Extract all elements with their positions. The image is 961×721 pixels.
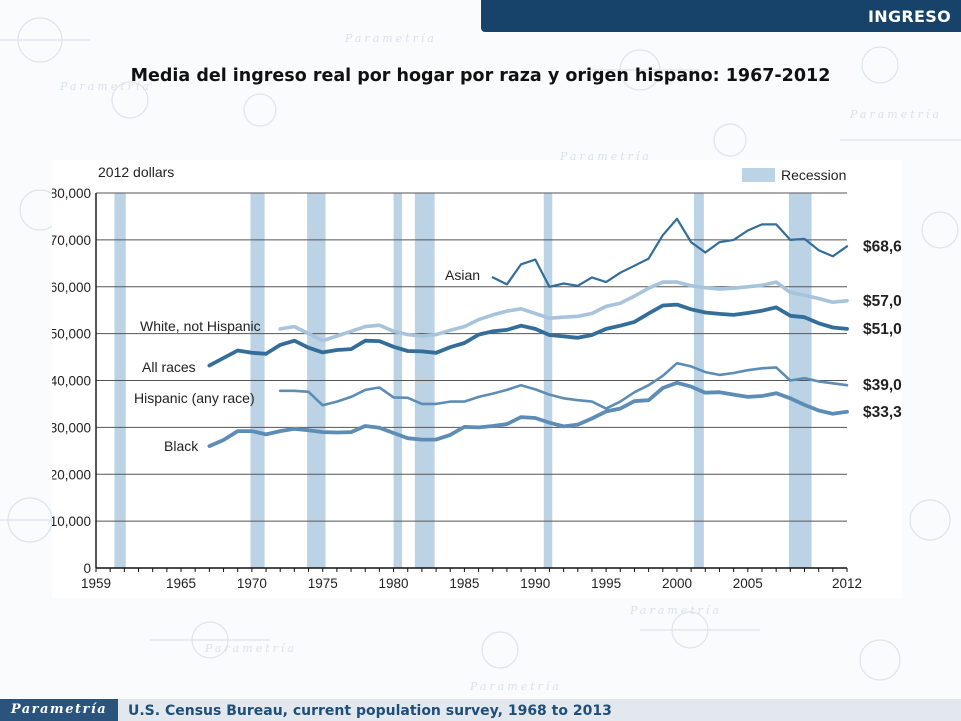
footer-source: U.S. Census Bureau, current population s…	[128, 703, 612, 719]
series-line-1	[278, 280, 849, 343]
series-line-0	[491, 217, 849, 288]
x-tick-label: 2012	[832, 576, 862, 591]
series-name-label: All races	[142, 359, 196, 375]
watermark-text: Parametría	[469, 680, 562, 693]
y-tick-label: 40,000	[52, 374, 91, 389]
x-tick-label: 1975	[308, 576, 338, 591]
axes: 0 10,000 20,000 30,000 40,000 50,000 60,000 70,…	[52, 164, 862, 591]
x-tick-label: 1965	[166, 576, 196, 591]
legend: Recession	[742, 167, 846, 183]
x-tick-label: 1995	[591, 576, 621, 591]
header-label: INGRESO	[868, 7, 951, 26]
x-tick-label: 1970	[237, 576, 267, 591]
series-line-3	[278, 361, 849, 410]
gridlines	[96, 192, 847, 522]
watermark-text: Parametría	[59, 80, 152, 93]
x-tick-label: 2000	[662, 576, 692, 591]
legend-label: Recession	[781, 167, 846, 183]
y-tick-label: 80,000	[52, 186, 91, 201]
series-end-value: $68,636	[863, 238, 902, 255]
watermark-text: Parametría	[204, 642, 297, 655]
y-axis-title: 2012 dollars	[98, 164, 174, 180]
page-title: Media del ingreso real por hogar por raz…	[130, 66, 831, 86]
x-tick-label: 1990	[520, 576, 550, 591]
y-tick-label: 60,000	[52, 280, 91, 295]
x-tick-label: 2005	[733, 576, 763, 591]
footer-bar: Parametría U.S. Census Bureau, current p…	[0, 699, 961, 721]
header-bar: INGRESO	[481, 0, 961, 32]
legend-swatch	[742, 168, 775, 182]
watermark-text: Parametría	[344, 32, 437, 45]
series-name-label: Asian	[445, 267, 480, 283]
y-tick-label: 10,000	[52, 514, 91, 529]
y-tick-label: 70,000	[52, 233, 91, 248]
y-tick-label: 30,000	[52, 420, 91, 435]
series-name-label: Black	[164, 438, 199, 454]
y-tick-label: 20,000	[52, 467, 91, 482]
x-tick-label: 1959	[81, 576, 111, 591]
series-end-value: $33,321	[863, 404, 902, 421]
x-tick-label: 1985	[449, 576, 479, 591]
chart-panel: 0 10,000 20,000 30,000 40,000 50,000 60,000 70,…	[52, 160, 902, 598]
watermark-text: Parametría	[849, 108, 942, 121]
series-name-label: Hispanic (any race)	[134, 390, 255, 406]
footer-logo: Parametría	[0, 699, 118, 721]
series-name-label: White, not Hispanic	[140, 318, 261, 334]
x-tick-label: 1980	[379, 576, 409, 591]
series-end-value: $57,009	[863, 293, 902, 310]
series-end-value: $39,005	[863, 377, 902, 394]
series-line-4	[207, 380, 849, 449]
series-end-value: $51,017	[863, 321, 902, 338]
watermark-text: Parametría	[559, 150, 652, 163]
series-labels: Asian $68,636 White, not Hispanic $57,009 Al…	[134, 238, 902, 454]
y-tick-label: 0	[83, 561, 91, 576]
income-line-chart: 0 10,000 20,000 30,000 40,000 50,000 60,000 70,…	[52, 164, 902, 591]
watermark-text: Parametría	[629, 604, 722, 617]
y-tick-label: 50,000	[52, 327, 91, 342]
series-line-2	[207, 302, 849, 368]
series-lines	[207, 217, 849, 449]
